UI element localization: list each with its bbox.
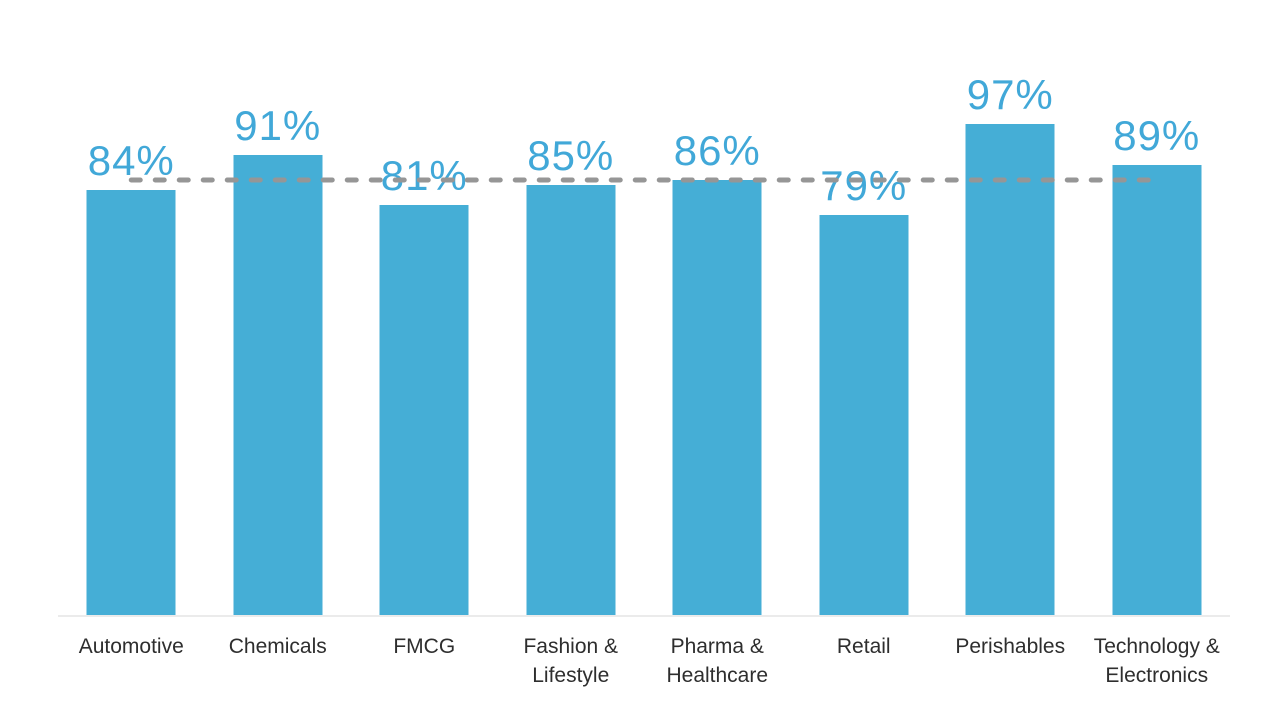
bar-value-label: 89%: [1113, 111, 1201, 159]
category-label-text: Automotive: [78, 635, 184, 658]
category-label-3: Fashion & Lifestyle: [498, 632, 645, 690]
plot-area: 84% 91% 81% 85% 86% 79% 97% 89%: [58, 0, 1230, 616]
bar-group-3: 85%: [498, 0, 645, 616]
bar-value-label: 97%: [966, 71, 1054, 119]
category-label-5: Retail: [791, 632, 938, 690]
bar-value-label: 84%: [87, 137, 175, 185]
category-label-text: Fashion & Lifestyle: [523, 635, 619, 687]
bar-group-7: 89%: [1084, 0, 1231, 616]
x-axis-labels: Automotive Chemicals FMCG Fashion & Lifesty…: [58, 632, 1230, 690]
bar: [86, 190, 176, 616]
category-label-text: Perishables: [955, 635, 1066, 658]
category-label-0: Automotive: [58, 632, 205, 690]
category-label-text: Pharma & Healthcare: [666, 635, 769, 687]
category-label-1: Chemicals: [205, 632, 352, 690]
category-label-text: Technology & Electronics: [1093, 635, 1220, 687]
bar-group-5: 79%: [791, 0, 938, 616]
bar-value-label: 91%: [234, 101, 322, 149]
category-label-4: Pharma & Healthcare: [644, 632, 791, 690]
bar-group-1: 91%: [205, 0, 352, 616]
category-label-2: FMCG: [351, 632, 498, 690]
bar: [379, 205, 469, 616]
bar: [819, 215, 909, 616]
bar-group-4: 86%: [644, 0, 791, 616]
category-label-text: FMCG: [393, 635, 456, 658]
bar: [965, 124, 1055, 616]
x-axis-line: [58, 615, 1230, 617]
bar-value-label: 85%: [527, 132, 615, 180]
bar-value-label: 81%: [380, 152, 468, 200]
category-label-7: Technology & Electronics: [1084, 632, 1231, 690]
bar: [233, 154, 323, 616]
bar-value-label: 86%: [673, 126, 761, 174]
bar-group-2: 81%: [351, 0, 498, 616]
category-label-text: Retail: [836, 635, 891, 658]
bar-group-0: 84%: [58, 0, 205, 616]
bar: [672, 179, 762, 616]
category-label-6: Perishables: [937, 632, 1084, 690]
bar: [526, 185, 616, 616]
bar-value-label: 79%: [820, 162, 908, 210]
category-label-text: Chemicals: [228, 635, 327, 658]
bar-group-6: 97%: [937, 0, 1084, 616]
bar: [1112, 164, 1202, 616]
